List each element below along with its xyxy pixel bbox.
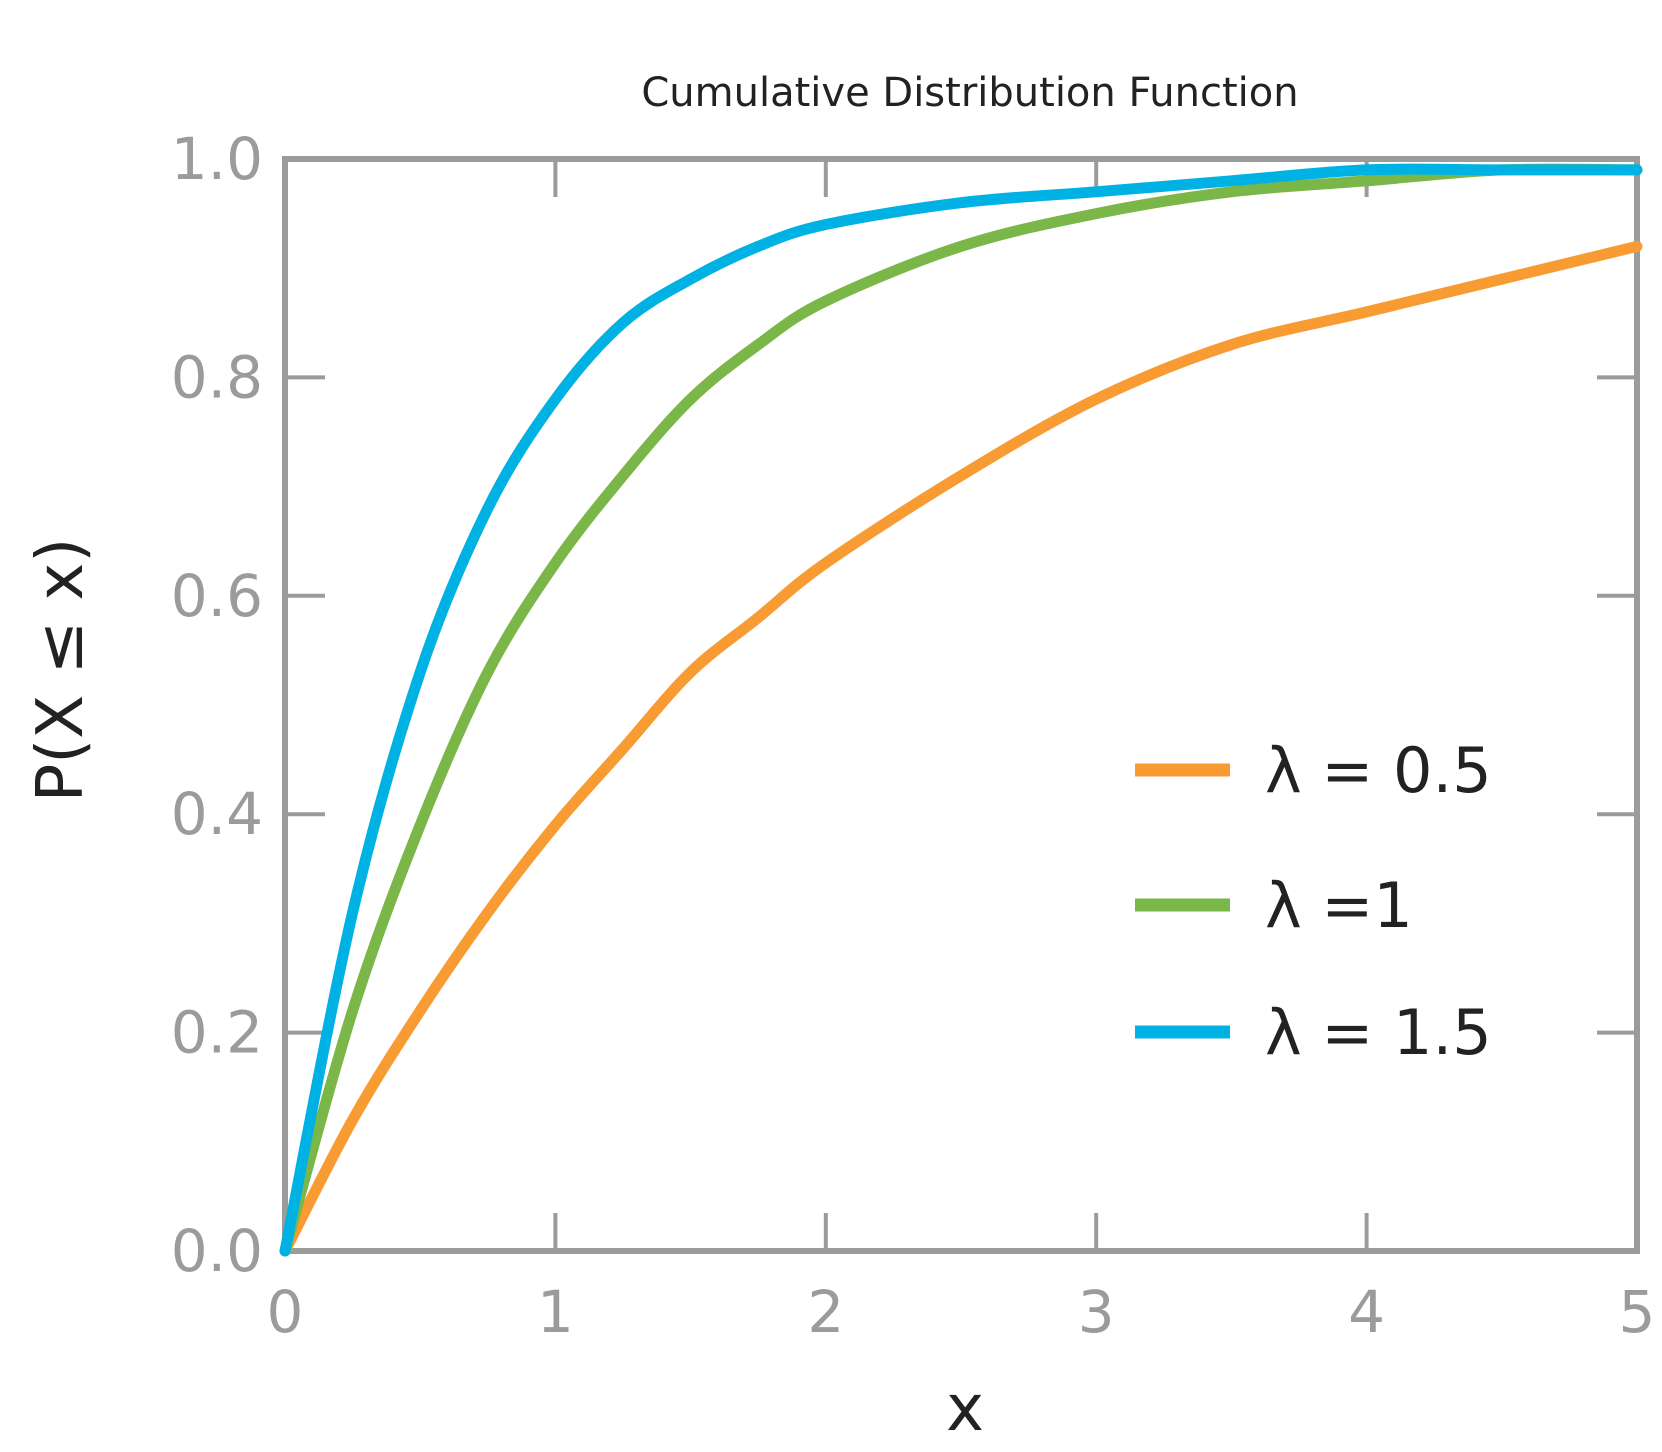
y-tick-label: 1.0 <box>171 125 263 193</box>
series-line <box>279 163 1643 1257</box>
legend-label: λ = 0.5 <box>1265 734 1492 807</box>
y-tick-label: 0.6 <box>171 562 263 630</box>
x-tick-label: 5 <box>1619 1278 1656 1346</box>
axis-ticks <box>285 159 1637 1251</box>
x-tick-label: 2 <box>807 1278 844 1346</box>
y-tick-label: 0.4 <box>171 780 263 848</box>
y-axis-label: P(X ≤ x) <box>24 538 98 803</box>
legend-label: λ =1 <box>1265 869 1413 942</box>
y-tick-label: 0.0 <box>171 1217 263 1285</box>
chart-title: Cumulative Distribution Function <box>641 70 1298 116</box>
series-line <box>279 240 1643 1257</box>
series-line <box>279 163 1643 1257</box>
x-axis-label: x <box>946 1372 984 1446</box>
series-lines <box>279 163 1643 1257</box>
axis-tick-labels: 0 1 2 3 4 5 0.0 0.2 0.4 0.6 0.8 1.0 <box>171 125 1656 1346</box>
plot-frame <box>282 156 1640 1254</box>
y-tick-label: 0.8 <box>171 343 263 411</box>
x-tick-label: 4 <box>1348 1278 1385 1346</box>
x-tick-label: 3 <box>1078 1278 1115 1346</box>
legend: λ = 0.5 λ =1 λ = 1.5 <box>1135 734 1492 1069</box>
x-tick-label: 0 <box>267 1278 304 1346</box>
x-tick-label: 1 <box>537 1278 574 1346</box>
y-tick-label: 0.2 <box>171 999 263 1067</box>
legend-label: λ = 1.5 <box>1265 996 1492 1069</box>
